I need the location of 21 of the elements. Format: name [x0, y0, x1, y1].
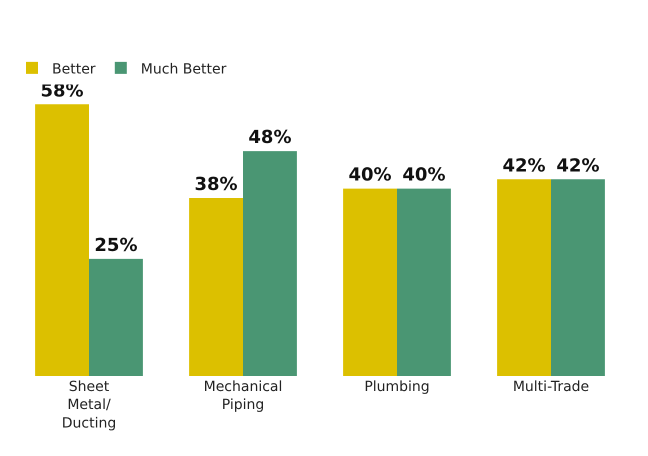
bar: [35, 104, 89, 376]
x-tick-label: Sheet Metal/ Ducting: [62, 379, 116, 432]
bar: [551, 179, 605, 376]
bar: [189, 198, 243, 376]
x-tick-label: Multi-Trade: [512, 379, 590, 395]
bar: [497, 179, 551, 376]
legend-label: Better: [52, 61, 96, 78]
x-tick-label: Plumbing: [364, 379, 430, 395]
data-label: 25%: [94, 234, 138, 256]
data-label: 38%: [194, 174, 238, 195]
bar: [89, 258, 143, 376]
bar: [243, 151, 297, 376]
data-label: 48%: [248, 127, 292, 148]
bar: [397, 188, 451, 376]
data-label: 42%: [556, 155, 600, 176]
data-label: 40%: [348, 164, 392, 186]
data-label: 40%: [402, 164, 446, 186]
data-label: 42%: [502, 155, 546, 176]
bar: [343, 188, 397, 376]
x-tick-label: Mechanical Piping: [204, 379, 282, 414]
legend-label: Much Better: [140, 61, 227, 78]
